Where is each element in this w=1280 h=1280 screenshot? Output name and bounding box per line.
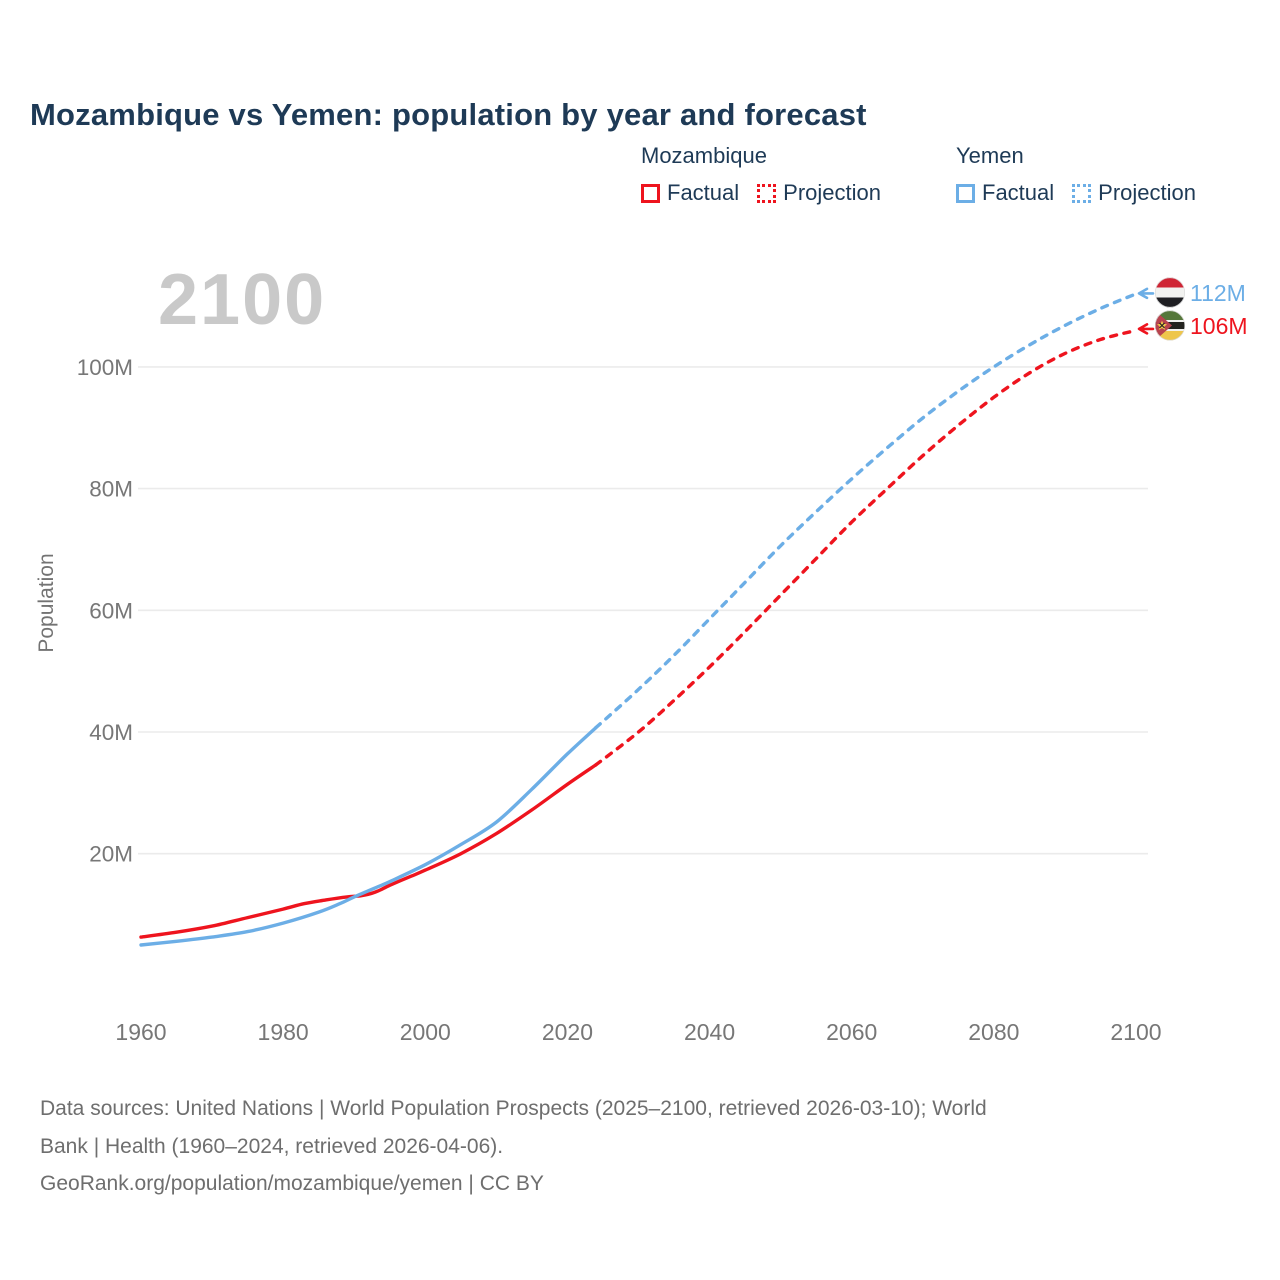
x-tick-label: 1980: [258, 1019, 309, 1045]
footer: Data sources: United Nations | World Pop…: [40, 1090, 1250, 1203]
x-tick-label: 2080: [968, 1019, 1019, 1045]
x-tick-label: 2020: [542, 1019, 593, 1045]
y-tick-label: 100M: [77, 355, 133, 380]
dotted-line-swatch-icon: [1072, 183, 1092, 203]
legend-item-label: Projection: [783, 180, 881, 205]
solid-line-swatch-icon: [641, 183, 660, 203]
gridlines: [138, 366, 1148, 855]
arrow-icon-mozambique: [1137, 323, 1155, 335]
y-tick-label: 60M: [89, 598, 133, 623]
arrow-icon-yemen: [1137, 287, 1155, 300]
end-value-label-yemen: 112M: [1190, 280, 1246, 306]
legend-country-label: Yemen: [956, 143, 1024, 168]
y-tick-label: 40M: [89, 720, 133, 745]
series-lines: [139, 292, 1138, 947]
line-mozambique-factual: [139, 763, 598, 939]
y-tick-label: 20M: [89, 842, 133, 867]
data-sources-line: Bank | Health (1960–2024, retrieved 2026…: [40, 1134, 504, 1158]
projection-arrows: [1137, 287, 1155, 335]
legend-item-label: Projection: [1098, 180, 1196, 205]
legend: Mozambique Factual Projection Yemen Fact…: [0, 143, 1280, 218]
line-yemen-projection: [594, 292, 1138, 730]
x-axis-ticks: 1960 1980 2000 2020 2040 2060 2080 2100: [115, 1019, 1161, 1045]
legend-group-mozambique: Mozambique Factual Projection: [641, 143, 881, 206]
line-yemen-factual: [139, 726, 598, 947]
y-axis-ticks: 20M 40M 60M 80M 100M: [77, 355, 133, 867]
x-tick-label: 2060: [826, 1019, 877, 1045]
solid-line-swatch-icon: [956, 183, 975, 203]
x-tick-label: 1960: [115, 1019, 166, 1045]
legend-group-yemen: Yemen Factual Projection: [956, 143, 1196, 206]
x-tick-label: 2100: [1110, 1019, 1161, 1045]
line-mozambique-projection: [594, 328, 1138, 767]
attribution-line: GeoRank.org/population/mozambique/yemen …: [40, 1172, 544, 1195]
end-value-label-mozambique: 106M: [1190, 313, 1248, 339]
legend-item-yemen-factual: Factual: [956, 180, 1054, 206]
legend-country-label: Mozambique: [641, 143, 767, 168]
x-tick-label: 2040: [684, 1019, 735, 1045]
mozambique-flag-icon: [1155, 310, 1185, 341]
y-tick-label: 80M: [89, 477, 133, 502]
legend-item-label: Factual: [982, 180, 1055, 205]
dotted-line-swatch-icon: [757, 183, 777, 203]
page-title: Mozambique vs Yemen: population by year …: [30, 96, 867, 132]
legend-item-label: Factual: [667, 180, 740, 205]
x-tick-label: 2000: [400, 1019, 451, 1045]
legend-item-mozambique-factual: Factual: [641, 180, 739, 206]
legend-item-yemen-projection: Projection: [1072, 180, 1196, 206]
legend-item-mozambique-projection: Projection: [757, 180, 881, 206]
data-sources-line: Data sources: United Nations | World Pop…: [40, 1097, 987, 1120]
watermark-year: 2100: [158, 260, 327, 340]
yemen-flag-icon: [1155, 277, 1185, 308]
